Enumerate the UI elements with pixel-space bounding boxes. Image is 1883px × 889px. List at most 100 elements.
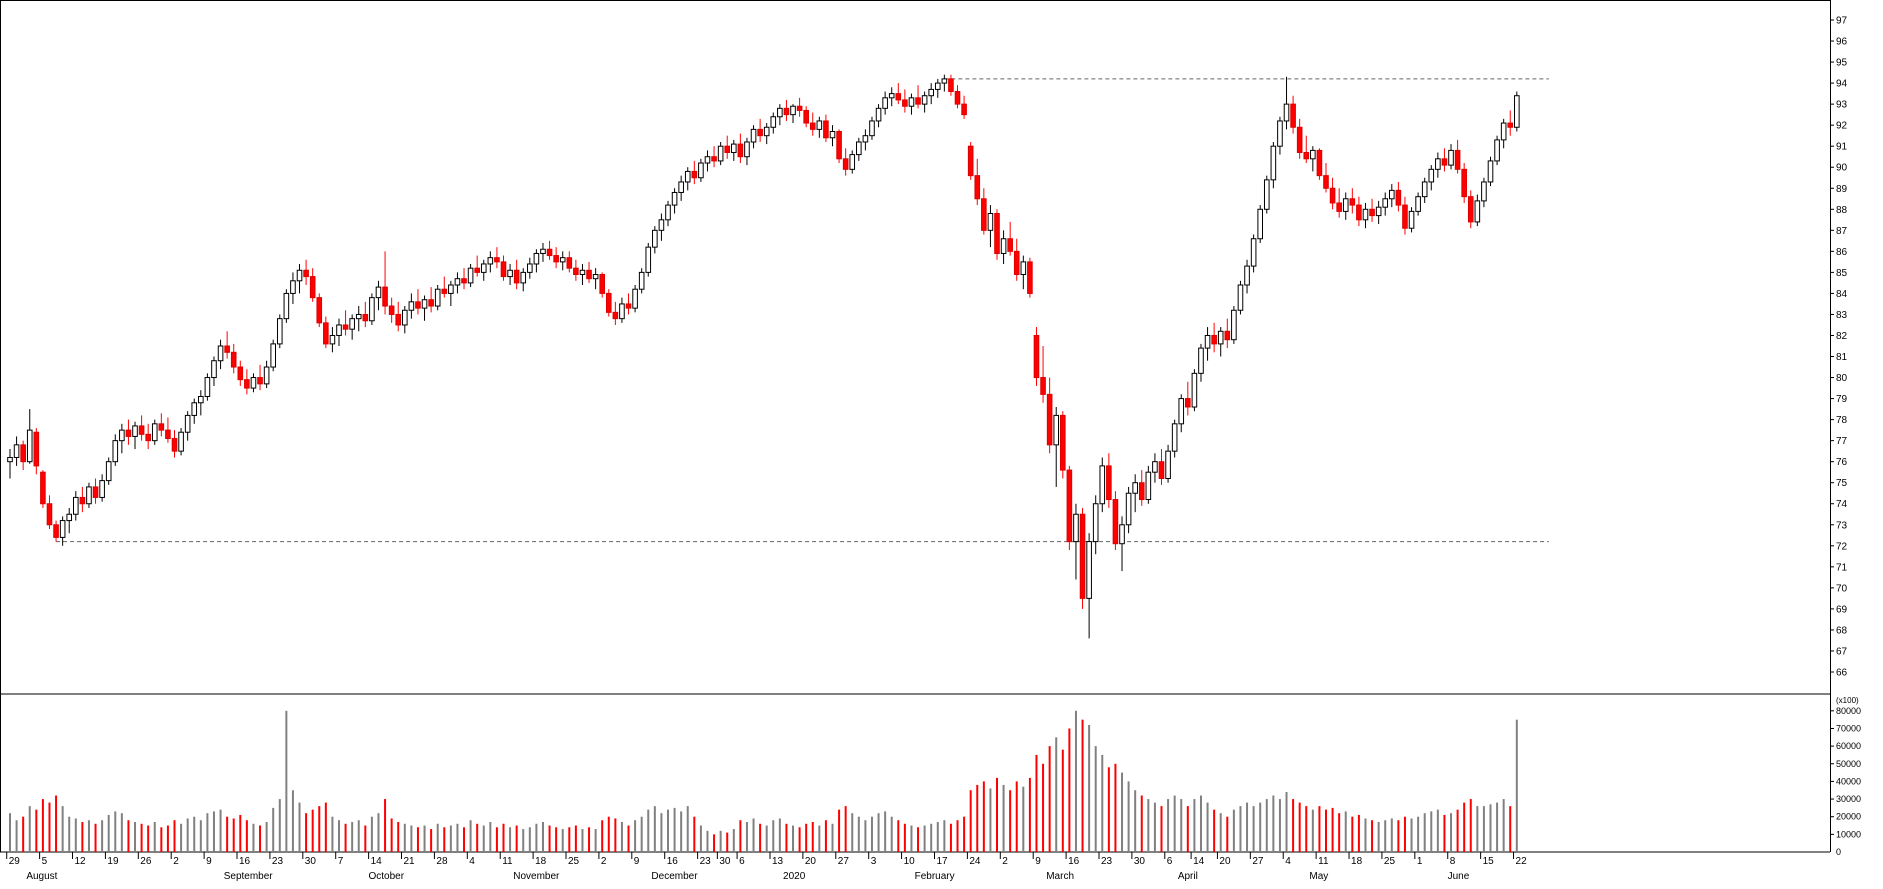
candle-body <box>487 257 494 265</box>
price-tick-label: 66 <box>1836 668 1848 679</box>
volume-bar <box>1252 806 1255 852</box>
volume-bar <box>811 822 814 852</box>
candle-body <box>724 145 731 154</box>
volume-bar <box>851 813 854 852</box>
candle-body <box>362 313 369 322</box>
candle-body <box>395 313 402 326</box>
volume-bar <box>423 825 426 852</box>
volume-bar <box>1160 806 1163 852</box>
price-tick-label: 70 <box>1836 583 1848 594</box>
candle-body <box>961 103 967 116</box>
volume-bar <box>338 820 340 852</box>
volume-bar <box>765 825 768 852</box>
candle-body <box>283 292 290 320</box>
price-tick-label: 83 <box>1836 310 1848 321</box>
candle-body <box>230 351 237 368</box>
volume-bar <box>1515 719 1518 852</box>
volume-bar <box>1107 767 1110 852</box>
candle-body <box>566 257 573 269</box>
candle-body <box>770 116 777 128</box>
candle-body <box>1138 482 1145 501</box>
volume-bar <box>1311 809 1314 852</box>
volume-bar <box>732 829 735 852</box>
volume-bar <box>890 816 893 852</box>
candle-body <box>1007 238 1013 252</box>
volume-bar <box>844 806 847 852</box>
volume-bar <box>1318 806 1321 852</box>
price-tick-label: 69 <box>1836 604 1848 615</box>
week-label: 4 <box>469 856 475 867</box>
candle-body <box>711 156 717 162</box>
volume-bar <box>1088 724 1091 852</box>
candle-body <box>454 278 461 286</box>
candle-body <box>428 299 434 307</box>
candle-body <box>599 273 606 294</box>
candle-body <box>1165 450 1171 480</box>
candle-body <box>941 78 948 84</box>
week-label: 27 <box>1252 856 1264 867</box>
volume-bar <box>1272 795 1275 852</box>
candle-body <box>480 263 487 273</box>
volume-bar <box>1265 799 1268 852</box>
candle-body <box>737 143 744 158</box>
volume-bar <box>522 829 525 852</box>
volume-bar <box>686 806 689 852</box>
volume-layer <box>9 710 1518 852</box>
candle-body <box>40 471 46 505</box>
week-label: 12 <box>75 856 87 867</box>
volume-bar <box>272 807 275 852</box>
volume-bar <box>114 811 117 852</box>
price-tick-label: 92 <box>1836 121 1848 132</box>
price-tick-label: 97 <box>1836 16 1848 27</box>
candle-body <box>1402 204 1408 229</box>
candle-body <box>750 128 757 143</box>
volume-bar <box>81 822 84 852</box>
price-tick-label: 78 <box>1836 415 1848 426</box>
candle-body <box>507 269 513 278</box>
candle-body <box>1033 334 1040 379</box>
volume-bar <box>509 827 512 852</box>
candle-body <box>777 107 783 118</box>
candle-body <box>704 156 711 164</box>
volume-bar <box>555 827 558 852</box>
volume-bar <box>1403 816 1406 852</box>
week-label: 2 <box>173 856 179 867</box>
week-label: 25 <box>1384 856 1396 867</box>
volume-bar <box>1239 806 1242 852</box>
candle-body <box>974 175 981 200</box>
candle-body <box>612 311 619 320</box>
candle-body <box>1112 499 1119 545</box>
candle-body <box>987 212 994 231</box>
week-label: 20 <box>1219 856 1231 867</box>
candle-body <box>520 271 527 284</box>
volume-bar <box>943 820 946 852</box>
candle-body <box>1185 398 1191 408</box>
candle-body <box>665 204 671 221</box>
volume-bar <box>1384 820 1387 852</box>
candle-body <box>1454 149 1461 170</box>
candle-body <box>1000 238 1007 254</box>
volume-bar <box>1101 754 1104 852</box>
month-label: February <box>915 871 955 882</box>
candle-body <box>461 278 467 284</box>
volume-bar <box>140 823 143 852</box>
volume-bar <box>1199 795 1202 852</box>
volume-tick-label: 60000 <box>1836 741 1861 751</box>
volume-bar <box>1463 802 1466 852</box>
price-tick-label: 88 <box>1836 205 1848 216</box>
week-label: 11 <box>1318 856 1329 867</box>
candle-body <box>619 303 625 320</box>
week-label: 21 <box>404 856 416 867</box>
volume-bar <box>1496 802 1499 852</box>
candle-body <box>954 91 961 105</box>
candle-body <box>1428 168 1435 183</box>
week-label: 9 <box>634 856 640 867</box>
volume-bar <box>344 823 347 852</box>
candle-body <box>53 524 59 538</box>
candle-body <box>934 82 941 90</box>
volume-bar <box>1417 816 1420 852</box>
candle-body <box>1349 198 1356 206</box>
volume-bar <box>212 811 215 852</box>
candle-body <box>1020 261 1027 275</box>
volume-bar <box>443 827 446 852</box>
